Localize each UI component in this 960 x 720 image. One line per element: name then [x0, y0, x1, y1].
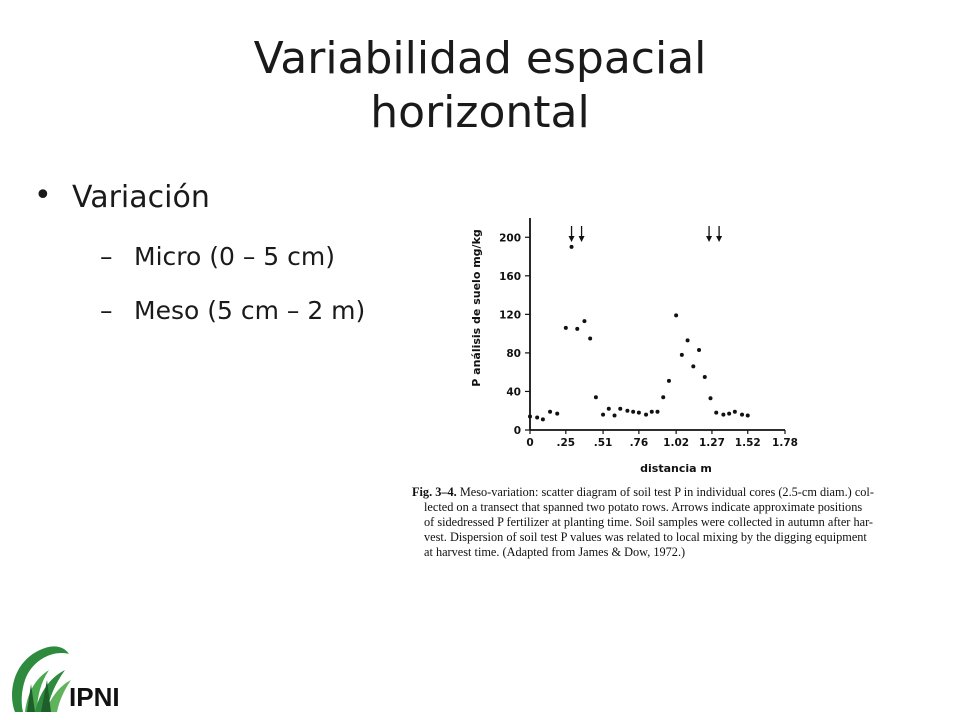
x-tick-label: 1.27	[699, 437, 725, 449]
data-point	[708, 396, 713, 401]
slide-title-line1: Variabilidad espacial	[253, 33, 707, 84]
sub-item-text: Micro (0 – 5 cm)	[134, 242, 335, 271]
data-point	[674, 313, 679, 318]
arrow-head-icon	[706, 236, 713, 242]
data-point	[697, 348, 702, 353]
chart-points	[528, 244, 750, 422]
data-point	[548, 409, 553, 414]
data-point	[685, 338, 690, 343]
ipni-logo-icon: IPNI	[12, 646, 120, 712]
data-point	[679, 352, 684, 357]
x-tick-label: .25	[557, 437, 576, 449]
data-point	[721, 412, 726, 417]
y-tick-label: 200	[499, 232, 521, 244]
data-point	[727, 411, 732, 416]
slide-title: Variabilidad espacial horizontal	[0, 32, 960, 140]
arrow-head-icon	[716, 236, 723, 242]
data-point	[593, 395, 598, 400]
data-point	[655, 409, 660, 414]
scatter-chart: 0 40 80 120 160 200 0 .25 .51 .76 1.02 1.27 1.52 1.78…	[470, 218, 798, 475]
fertilizer-arrows	[568, 226, 723, 242]
data-point	[636, 410, 641, 415]
data-point	[745, 413, 750, 418]
caption-figure-number: Fig. 3–4.	[412, 485, 457, 499]
data-point	[644, 412, 649, 417]
sub-item-micro: – Micro (0 – 5 cm)	[100, 242, 335, 271]
chart-axes	[529, 218, 785, 431]
logo-text: IPNI	[69, 682, 120, 712]
caption-line: vest. Dispersion of soil test P values w…	[424, 530, 867, 544]
x-axis-label: distancia m	[640, 462, 712, 475]
y-tick-label: 160	[499, 271, 521, 283]
data-point	[575, 326, 580, 331]
data-point	[535, 415, 540, 420]
arrow-head-icon	[568, 236, 575, 242]
data-point	[714, 410, 719, 415]
y-tick-label: 120	[499, 309, 521, 321]
x-tick-label: 1.78	[772, 437, 798, 449]
caption-line: lected on a transect that spanned two po…	[424, 500, 863, 514]
data-point	[691, 364, 696, 369]
figure-caption: Fig. 3–4. Meso-variation: scatter diagra…	[412, 485, 937, 560]
data-point	[732, 409, 737, 414]
data-point	[555, 411, 560, 416]
data-point	[702, 375, 707, 379]
data-point	[649, 409, 654, 414]
bullet-text: Variación	[72, 180, 210, 215]
chart-tick-labels: 0 40 80 120 160 200 0 .25 .51 .76 1.02 1.27 1.52 1.78	[499, 232, 798, 449]
bullet-dot-icon: •	[34, 178, 52, 213]
data-point	[588, 336, 593, 341]
data-point	[601, 412, 606, 417]
dash-icon: –	[100, 242, 113, 271]
y-tick-label: 40	[506, 386, 521, 398]
dash-icon: –	[100, 296, 113, 325]
data-point	[606, 406, 611, 411]
data-point	[740, 412, 745, 417]
x-tick-label: .76	[630, 437, 649, 449]
data-point	[625, 408, 630, 413]
data-point	[618, 406, 623, 411]
y-axis-label: P análisis de suelo mg/kg	[470, 229, 483, 387]
scatter-figure: 0 40 80 120 160 200 0 .25 .51 .76 1.02 1.27 1.52 1.78…	[440, 210, 820, 480]
y-tick-label: 0	[514, 425, 521, 437]
slide-title-line2: horizontal	[370, 87, 590, 138]
data-point	[540, 417, 545, 422]
data-point	[569, 244, 574, 249]
data-point	[528, 414, 532, 419]
data-point	[661, 395, 666, 400]
sub-item-meso: – Meso (5 cm – 2 m)	[100, 296, 365, 325]
x-tick-label: 1.02	[663, 437, 689, 449]
arrow-head-icon	[578, 236, 585, 242]
x-tick-label: .51	[594, 437, 613, 449]
y-tick-label: 80	[506, 348, 521, 360]
ipni-logo: IPNI	[5, 640, 125, 715]
caption-line: of sidedressed P fertilizer at planting …	[424, 515, 874, 529]
sub-item-text: Meso (5 cm – 2 m)	[134, 296, 366, 325]
x-tick-label: 1.52	[735, 437, 761, 449]
caption-line: Meso-variation: scatter diagram of soil …	[459, 485, 874, 499]
caption-line: at harvest time. (Adapted from James & D…	[424, 545, 686, 559]
x-tick-label: 0	[526, 437, 533, 449]
data-point	[563, 325, 568, 330]
data-point	[582, 319, 587, 324]
data-point	[666, 378, 671, 383]
data-point	[612, 413, 617, 418]
data-point	[631, 409, 636, 414]
